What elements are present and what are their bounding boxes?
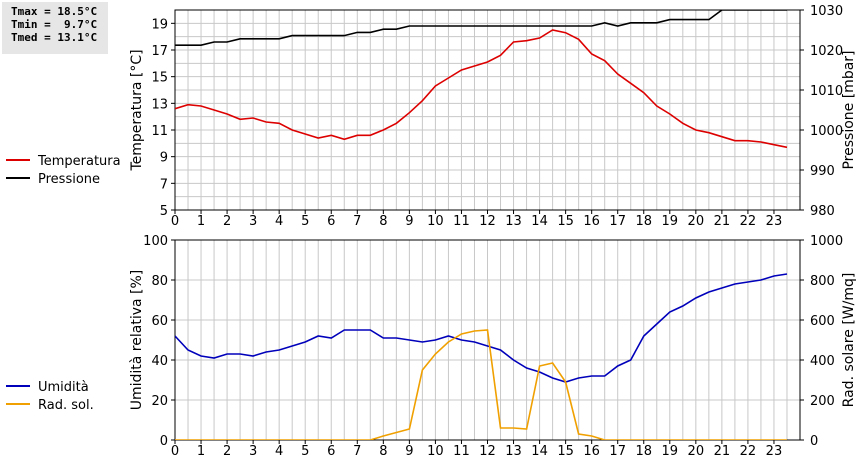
x-tick-label: 17	[609, 214, 626, 229]
y-axis-title: Temperatura [°C]	[129, 49, 145, 171]
tmin-text: Tmin = 9.7°C	[11, 18, 98, 31]
x-tick-label: 18	[635, 444, 652, 459]
y-tick-label: 19	[151, 17, 168, 32]
x-tick-label: 15	[557, 214, 574, 229]
legend-label: Pressione	[38, 172, 100, 187]
x-tick-label: 7	[353, 444, 361, 459]
x-tick-label: 19	[662, 214, 679, 229]
x-tick-label: 23	[766, 444, 783, 459]
y-tick-label: 20	[151, 394, 168, 409]
y2-tick-label: 980	[810, 204, 835, 219]
x-tick-label: 21	[714, 444, 731, 459]
x-tick-label: 9	[405, 214, 413, 229]
chart-panel-2: 0 1 2 3 4 5 6 7 8 9 10 11 12 13 14 15 16 17 18 19 20 21 22 2302…	[6, 234, 857, 459]
x-tick-label: 22	[740, 444, 757, 459]
series-line-umidit-	[175, 273, 788, 383]
x-tick-label: 4	[275, 214, 283, 229]
legend-label: Rad. sol.	[38, 398, 94, 413]
tmax-text: Tmax = 18.5°C	[11, 5, 98, 18]
x-tick-label: 1	[197, 214, 205, 229]
series-line-rad-sol-	[175, 329, 787, 440]
x-tick-label: 3	[249, 214, 257, 229]
y-tick-label: 5	[160, 204, 168, 219]
y-axis-title: Umidità relativa [%]	[129, 270, 145, 411]
y2-tick-label: 600	[810, 314, 835, 329]
y2-tick-label: 990	[810, 164, 835, 179]
x-tick-label: 16	[583, 444, 600, 459]
y2-tick-label: 200	[810, 394, 835, 409]
x-tick-label: 19	[662, 444, 679, 459]
y-tick-label: 100	[143, 234, 168, 249]
x-tick-label: 10	[427, 444, 444, 459]
y2-tick-label: 0	[810, 434, 818, 449]
legend-label: Umidità	[38, 380, 89, 395]
y2-axis-title: Rad. solare [W/mq]	[841, 273, 857, 408]
y-tick-label: 9	[160, 151, 168, 166]
x-tick-label: 8	[379, 214, 387, 229]
y2-tick-label: 1030	[810, 4, 843, 19]
y2-axis-title: Pressione [mbar]	[841, 50, 857, 169]
x-tick-label: 11	[453, 444, 470, 459]
x-tick-label: 2	[223, 214, 231, 229]
x-tick-label: 13	[505, 214, 522, 229]
series-line-pressione	[175, 10, 787, 47]
y2-tick-label: 1000	[810, 124, 843, 139]
y2-tick-label: 1010	[810, 84, 843, 99]
x-tick-label: 9	[405, 444, 413, 459]
y-tick-label: 80	[151, 274, 168, 289]
x-tick-label: 17	[609, 444, 626, 459]
stats-box: Tmax = 18.5°C Tmin = 9.7°C Tmed = 13.1°C	[2, 2, 108, 54]
x-tick-label: 6	[327, 444, 335, 459]
x-tick-label: 8	[379, 444, 387, 459]
x-tick-label: 3	[249, 444, 257, 459]
tmed-text: Tmed = 13.1°C	[11, 31, 98, 44]
x-tick-label: 12	[479, 444, 496, 459]
x-tick-label: 22	[740, 214, 757, 229]
x-tick-label: 1	[197, 444, 205, 459]
y2-tick-label: 1020	[810, 44, 843, 59]
x-tick-label: 23	[766, 214, 783, 229]
x-tick-label: 2	[223, 444, 231, 459]
y-tick-label: 7	[160, 177, 168, 192]
x-tick-label: 0	[171, 444, 179, 459]
y-tick-label: 0	[160, 434, 168, 449]
x-tick-label: 10	[427, 214, 444, 229]
x-tick-label: 11	[453, 214, 470, 229]
x-tick-label: 5	[301, 214, 309, 229]
x-tick-label: 4	[275, 444, 283, 459]
x-tick-label: 15	[557, 444, 574, 459]
x-tick-label: 18	[635, 214, 652, 229]
x-tick-label: 0	[171, 214, 179, 229]
y-tick-label: 13	[151, 97, 168, 112]
y-tick-label: 11	[151, 124, 168, 139]
x-tick-label: 21	[714, 214, 731, 229]
y2-tick-label: 400	[810, 354, 835, 369]
x-tick-label: 6	[327, 214, 335, 229]
y-tick-label: 40	[151, 354, 168, 369]
x-tick-label: 12	[479, 214, 496, 229]
x-tick-label: 7	[353, 214, 361, 229]
legend-label: Temperatura	[37, 154, 121, 169]
y-tick-label: 60	[151, 314, 168, 329]
x-tick-label: 20	[688, 444, 705, 459]
y2-tick-label: 800	[810, 274, 835, 289]
x-tick-label: 14	[531, 214, 548, 229]
chart-panel-1: 0 1 2 3 4 5 6 7 8 9 10 11 12 13 14 15 16 17 18 19 20 21 22 2357…	[6, 4, 857, 229]
x-tick-label: 16	[583, 214, 600, 229]
y-tick-label: 15	[151, 71, 168, 86]
series-line-temperatura	[175, 29, 788, 149]
y2-tick-label: 1000	[810, 234, 843, 249]
y-tick-label: 17	[151, 44, 168, 59]
x-tick-label: 14	[531, 444, 548, 459]
x-tick-label: 5	[301, 444, 309, 459]
x-tick-label: 13	[505, 444, 522, 459]
x-tick-label: 20	[688, 214, 705, 229]
